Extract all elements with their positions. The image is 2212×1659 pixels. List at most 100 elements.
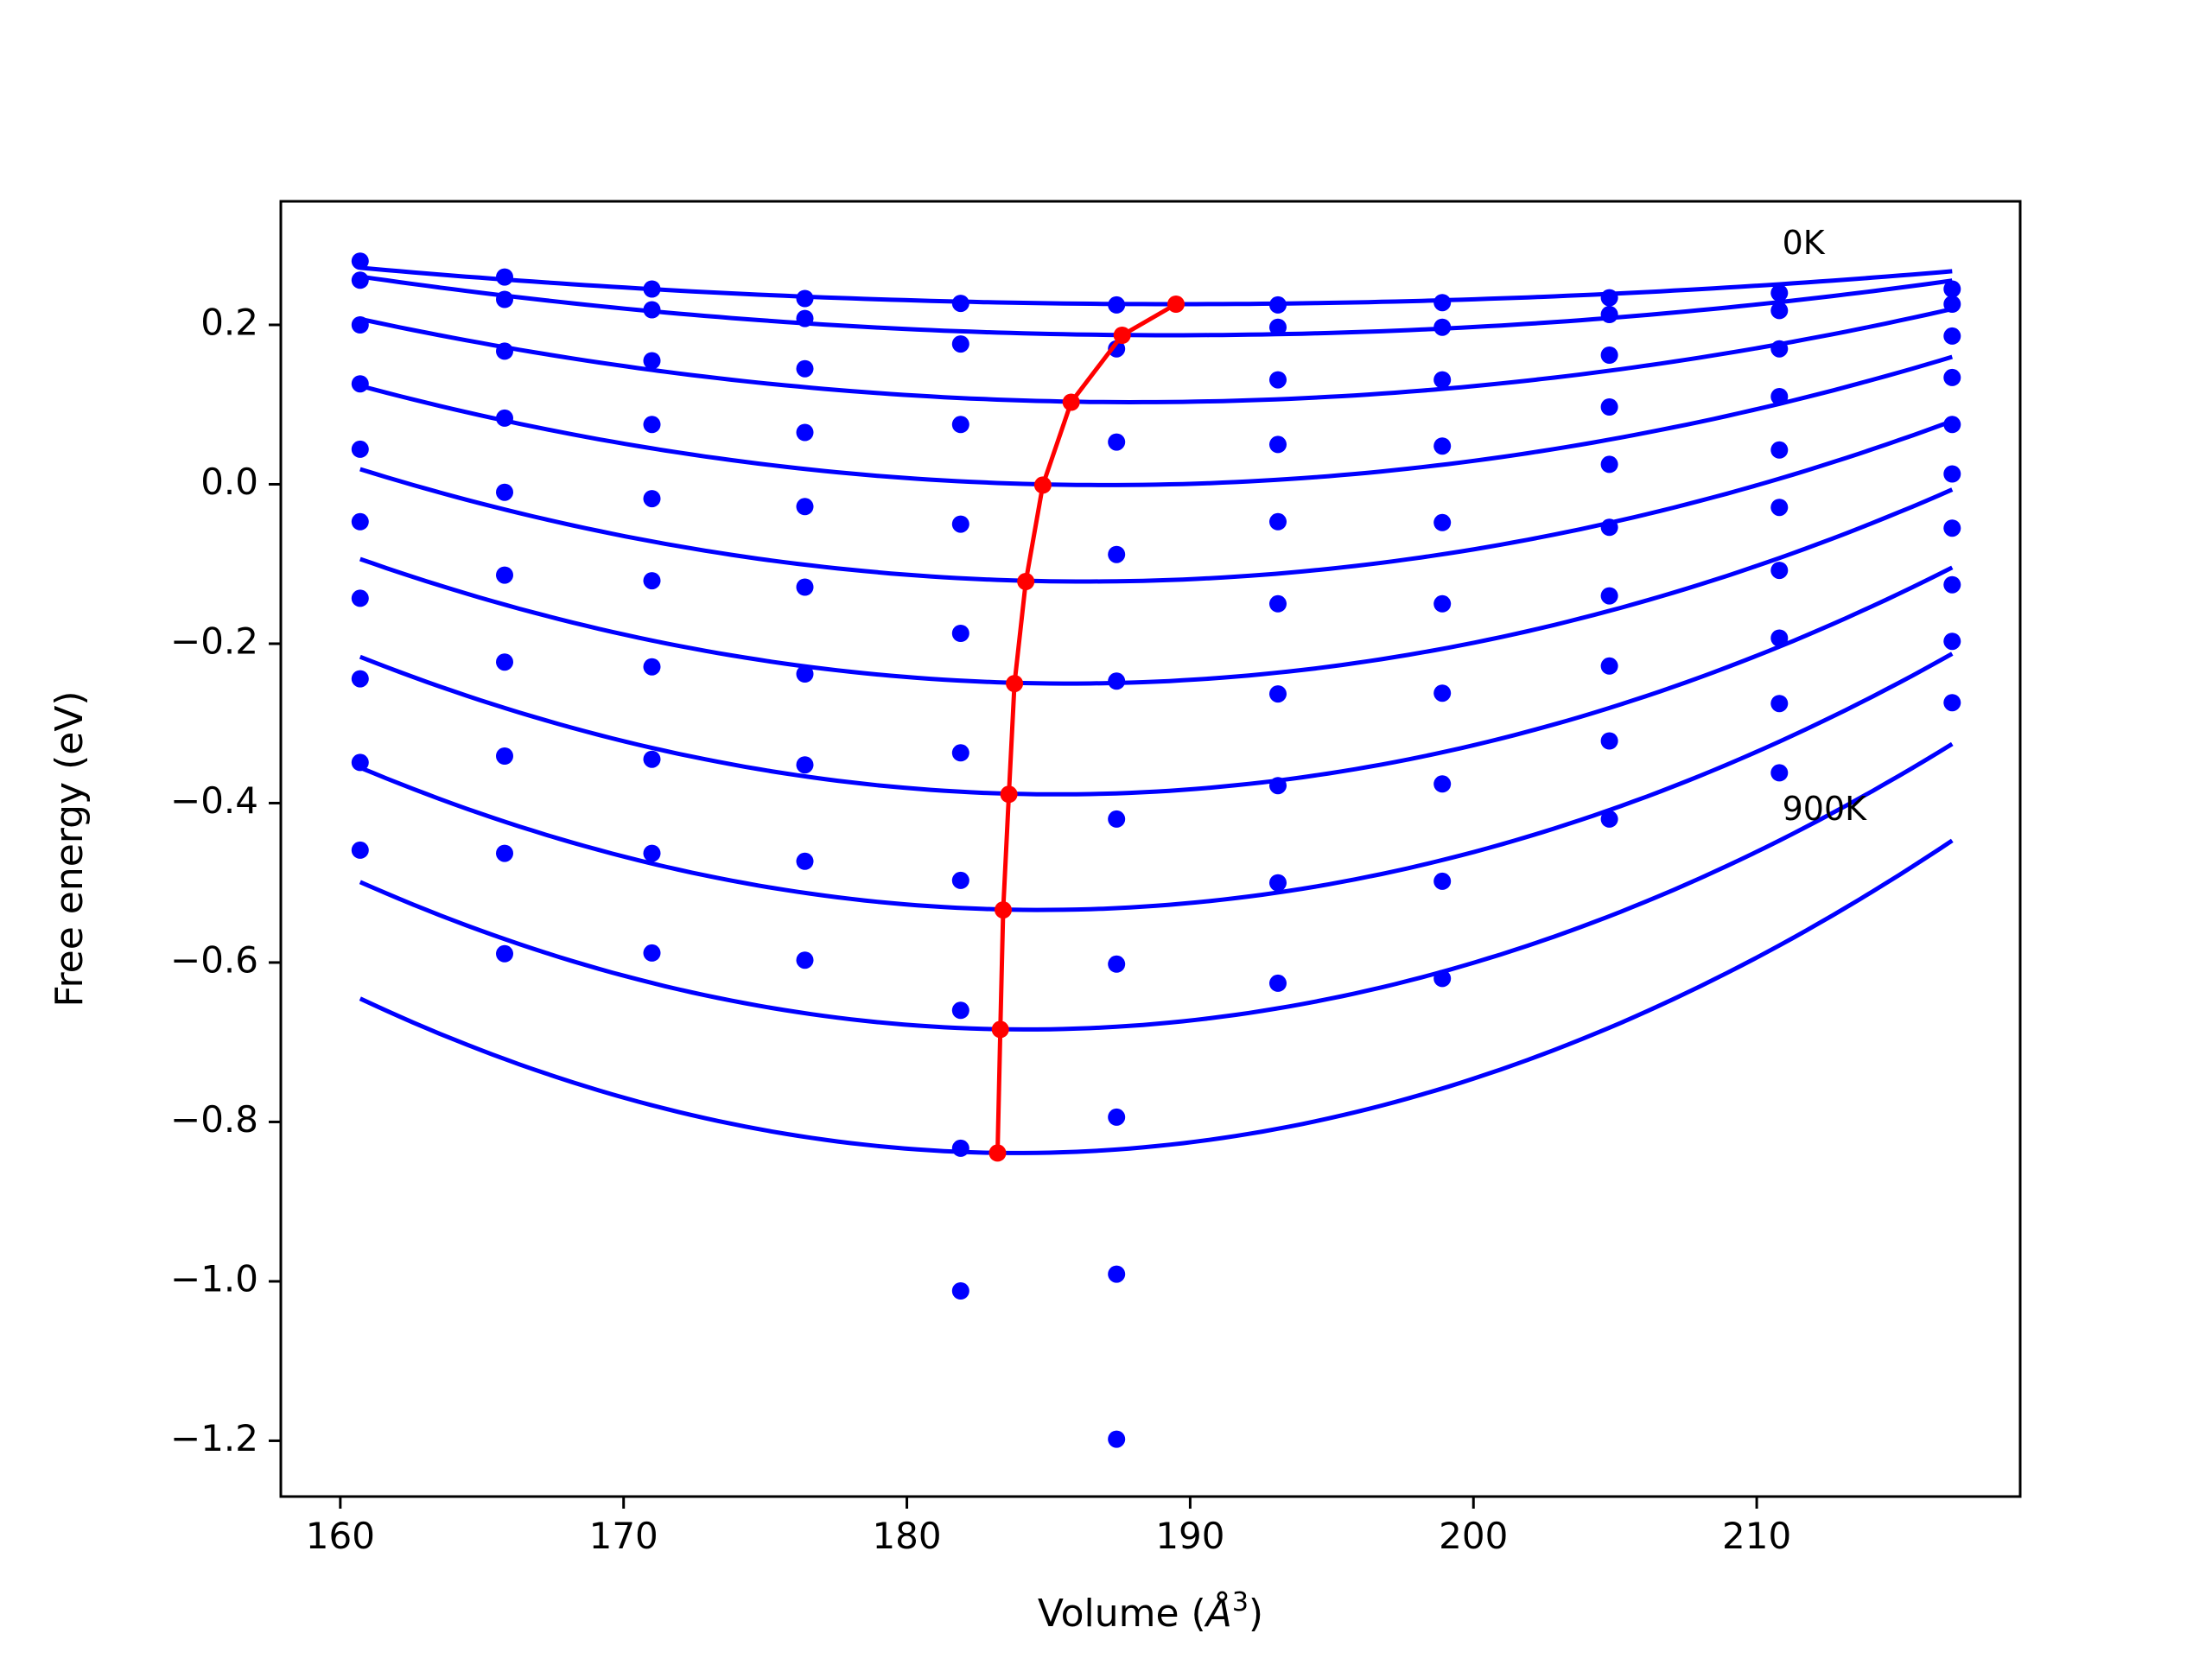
y-tick-label-2: −0.2 [170,620,258,662]
y-tick-label-6: −1.0 [170,1257,258,1300]
x-axis-label: Volume (Å3) [1038,1587,1263,1636]
scatter-point-9-2 [643,944,661,962]
scatter-point-0-7 [1433,294,1452,312]
scatter-point-2-9 [1770,340,1789,358]
fit-curve-8 [359,741,1954,1032]
scatter-point-8-6 [1269,874,1287,892]
scatter-point-7-2 [643,750,661,768]
x-axis-label-open: ( [1179,1592,1206,1636]
x-tick-label-4: 200 [1439,1515,1508,1557]
scatter-point-9-7 [1433,969,1452,988]
scatter-point-1-7 [1433,318,1452,336]
scatter-point-5-6 [1269,594,1287,613]
x-axis-label-unit: Å [1204,1590,1232,1636]
scatter-point-6-2 [643,658,661,676]
x-tick-label-2: 180 [872,1515,941,1557]
scatter-point-5-10 [1943,465,1961,483]
scatter-point-7-5 [1108,1108,1126,1126]
scatter-point-2-6 [1269,371,1287,389]
scatter-point-3-8 [1600,398,1618,416]
fit-curve-5 [359,487,1954,686]
minimum-path-point-0 [1167,296,1185,313]
fit-curve-4 [359,418,1954,584]
scatter-point-3-5 [1108,545,1126,563]
scatter-point-4-2 [643,490,661,508]
scatter-point-9-3 [796,951,814,969]
scatter-point-3-9 [1770,388,1789,405]
scatter-point-0-2 [643,280,661,298]
scatter-point-7-0 [351,670,369,688]
annotation-1: 900K [1783,790,1868,828]
scatter-point-8-9 [1770,695,1789,713]
scatter-point-6-5 [1108,955,1126,973]
fit-curve-6 [359,565,1954,797]
scatter-point-0-5 [1108,296,1126,314]
scatter-point-1-2 [643,301,661,319]
scatter-point-3-10 [1943,368,1961,386]
scatter-point-2-3 [796,359,814,378]
scatter-point-1-1 [496,290,513,308]
scatter-point-4-9 [1770,441,1789,459]
scatter-point-3-6 [1269,435,1287,454]
scatter-point-2-5 [1108,433,1126,451]
scatter-point-4-0 [351,440,369,458]
minimum-path-point-9 [988,1144,1007,1162]
scatter-point-8-8 [1600,732,1618,750]
scatter-point-9-4 [951,1282,969,1300]
scatter-point-3-1 [496,409,513,427]
x-axis-label-close: ) [1249,1592,1263,1636]
x-tick-label-0: 160 [306,1515,375,1557]
scatter-point-6-1 [496,653,513,671]
scatter-point-8-10 [1943,632,1961,651]
scatter-point-6-4 [951,871,969,889]
scatter-point-0-9 [1770,284,1789,302]
scatter-point-3-3 [796,423,814,442]
scatter-point-5-9 [1770,499,1789,517]
scatter-point-8-3 [796,852,814,870]
scatter-point-7-10 [1943,575,1961,594]
x-tick-label-5: 210 [1722,1515,1791,1557]
scatter-point-0-3 [796,289,814,308]
scatter-point-2-10 [1943,327,1961,345]
scatter-point-8-7 [1433,872,1452,890]
scatter-point-4-5 [1108,672,1126,690]
scatter-point-7-3 [796,756,814,774]
fit-curve-9 [359,838,1954,1155]
scatter-point-9-1 [496,944,513,963]
scatter-point-5-8 [1600,518,1618,537]
y-tick-label-5: −0.8 [170,1098,258,1141]
scatter-point-3-2 [643,416,661,434]
y-tick-label-0: 0.2 [200,301,258,343]
scatter-point-6-9 [1770,562,1789,580]
scatter-point-8-0 [351,753,369,772]
minimum-path-point-8 [991,1020,1009,1039]
scatter-point-0-4 [951,295,969,313]
scatter-point-7-7 [1433,775,1452,793]
scatter-point-2-2 [643,352,661,370]
scatter-point-9-6 [1269,974,1287,992]
scatter-point-5-5 [1108,810,1126,828]
axes-frame [279,200,2022,1498]
scatter-point-3-0 [351,375,369,393]
x-tick-label-1: 170 [589,1515,658,1557]
scatter-point-2-0 [351,316,369,334]
scatter-point-3-4 [951,515,969,533]
minimum-path-point-5 [1006,675,1024,693]
scatter-point-2-1 [496,342,513,360]
minimum-path-point-7 [995,901,1012,919]
scatter-point-1-10 [1943,296,1961,313]
scatter-point-4-1 [496,483,513,501]
scatter-point-7-9 [1770,629,1789,647]
minimum-path-point-3 [1033,476,1052,494]
scatter-point-5-4 [951,744,969,762]
x-axis-label-unit-power: 3 [1232,1587,1249,1618]
scatter-point-0-8 [1600,289,1618,307]
scatter-point-5-7 [1433,594,1452,613]
y-tick-label-3: −0.4 [170,779,258,822]
scatter-point-4-3 [796,498,814,516]
scatter-point-9-8 [1600,810,1618,828]
minimum-path-point-4 [1017,573,1035,590]
scatter-point-0-6 [1269,296,1287,314]
